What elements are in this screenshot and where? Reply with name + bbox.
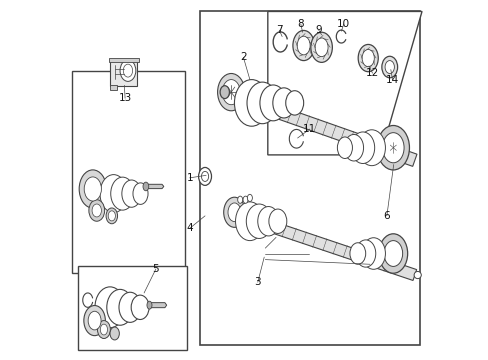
Ellipse shape: [110, 327, 119, 340]
Ellipse shape: [89, 200, 104, 221]
Text: 5: 5: [152, 264, 159, 274]
Polygon shape: [267, 12, 421, 155]
Ellipse shape: [234, 80, 268, 126]
Ellipse shape: [201, 171, 208, 181]
Ellipse shape: [349, 243, 365, 264]
Ellipse shape: [119, 292, 141, 322]
Ellipse shape: [79, 170, 106, 208]
Bar: [78, 266, 187, 350]
Ellipse shape: [310, 32, 332, 62]
Ellipse shape: [376, 126, 408, 170]
Ellipse shape: [381, 56, 397, 78]
Text: 11: 11: [303, 124, 316, 134]
Bar: [110, 85, 117, 90]
Ellipse shape: [92, 204, 101, 217]
Ellipse shape: [355, 240, 375, 267]
Bar: [72, 71, 185, 273]
Ellipse shape: [362, 49, 373, 67]
Text: 7: 7: [275, 25, 282, 35]
Polygon shape: [149, 303, 166, 308]
Ellipse shape: [292, 31, 314, 60]
Ellipse shape: [220, 86, 229, 99]
Ellipse shape: [243, 196, 247, 203]
Ellipse shape: [108, 211, 115, 221]
Ellipse shape: [413, 271, 421, 279]
Polygon shape: [219, 86, 416, 166]
Text: 12: 12: [365, 68, 378, 78]
Ellipse shape: [84, 177, 101, 201]
Ellipse shape: [123, 64, 132, 77]
Bar: [110, 61, 137, 86]
Ellipse shape: [147, 301, 152, 309]
Ellipse shape: [350, 132, 374, 163]
Polygon shape: [226, 207, 416, 280]
Ellipse shape: [297, 36, 309, 55]
Ellipse shape: [260, 85, 286, 121]
Polygon shape: [145, 184, 163, 189]
Ellipse shape: [198, 167, 211, 185]
Ellipse shape: [106, 208, 117, 224]
Ellipse shape: [344, 134, 363, 161]
Ellipse shape: [223, 197, 244, 227]
Ellipse shape: [285, 91, 303, 115]
Ellipse shape: [272, 88, 294, 118]
Bar: [199, 12, 419, 345]
Text: 10: 10: [337, 19, 350, 29]
Ellipse shape: [383, 240, 402, 266]
Ellipse shape: [257, 207, 279, 236]
Text: 13: 13: [118, 93, 131, 103]
Ellipse shape: [246, 204, 271, 238]
Bar: [108, 58, 139, 62]
Text: 9: 9: [315, 25, 322, 35]
Ellipse shape: [97, 320, 110, 338]
Ellipse shape: [361, 238, 385, 269]
Text: 4: 4: [186, 224, 193, 233]
Ellipse shape: [314, 38, 327, 57]
Ellipse shape: [100, 175, 127, 213]
Ellipse shape: [106, 289, 133, 325]
Ellipse shape: [83, 306, 105, 336]
Ellipse shape: [120, 60, 136, 81]
Ellipse shape: [247, 194, 252, 202]
Ellipse shape: [110, 177, 134, 210]
Ellipse shape: [382, 133, 403, 163]
Ellipse shape: [227, 203, 241, 222]
Text: 8: 8: [297, 19, 304, 29]
Ellipse shape: [357, 44, 378, 72]
Ellipse shape: [246, 82, 277, 124]
Ellipse shape: [217, 73, 244, 111]
Ellipse shape: [222, 80, 240, 105]
Ellipse shape: [131, 295, 149, 319]
Ellipse shape: [235, 202, 264, 240]
Text: 2: 2: [240, 52, 246, 62]
Ellipse shape: [133, 183, 148, 204]
Ellipse shape: [378, 234, 407, 273]
Ellipse shape: [357, 130, 385, 166]
Text: 3: 3: [254, 277, 261, 287]
Ellipse shape: [100, 324, 107, 335]
Ellipse shape: [337, 137, 352, 158]
Ellipse shape: [88, 311, 101, 330]
Ellipse shape: [122, 180, 141, 207]
Ellipse shape: [237, 196, 242, 203]
Ellipse shape: [142, 182, 148, 191]
Ellipse shape: [95, 287, 125, 328]
Ellipse shape: [268, 209, 286, 233]
Text: 14: 14: [385, 75, 398, 85]
Text: 6: 6: [383, 211, 389, 221]
Ellipse shape: [384, 60, 394, 73]
Text: 1: 1: [186, 173, 193, 183]
